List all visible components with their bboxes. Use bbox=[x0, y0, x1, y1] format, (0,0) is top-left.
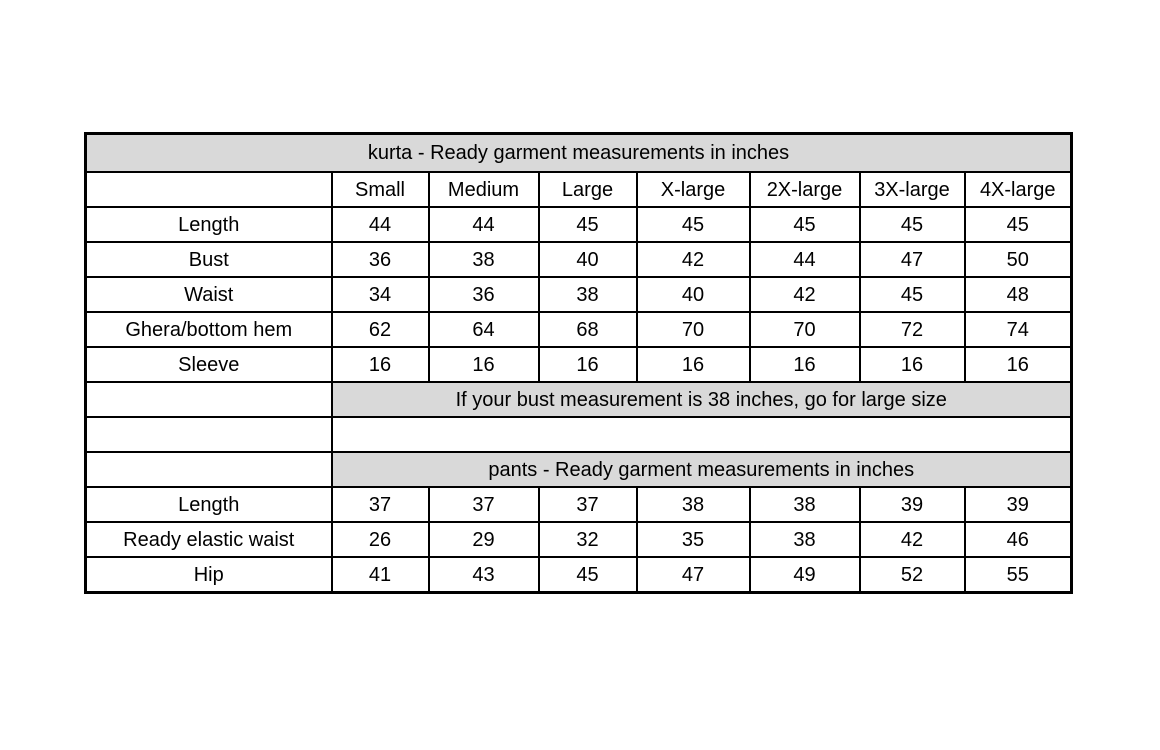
size-header-large: Large bbox=[537, 171, 638, 208]
bust-size-note: If your bust measurement is 38 inches, g… bbox=[330, 381, 1073, 418]
pants-title-row: pants - Ready garment measurements in in… bbox=[84, 451, 1073, 488]
measurement-cell: 47 bbox=[635, 556, 751, 594]
measurement-cell: 68 bbox=[537, 311, 638, 348]
measurement-cell: 44 bbox=[748, 241, 861, 278]
measurement-cell: 39 bbox=[858, 486, 966, 523]
measurement-cell: 38 bbox=[427, 241, 540, 278]
measurement-cell: 44 bbox=[427, 206, 540, 243]
measurement-cell: 45 bbox=[858, 206, 966, 243]
measurement-cell: 29 bbox=[427, 521, 540, 558]
table-row: Bust 36 38 40 42 44 47 50 bbox=[84, 241, 1073, 278]
row-label: Ready elastic waist bbox=[84, 521, 333, 558]
measurement-cell: 38 bbox=[537, 276, 638, 313]
table-row: Ghera/bottom hem 62 64 68 70 70 72 74 bbox=[84, 311, 1073, 348]
corner-empty-cell bbox=[84, 171, 333, 208]
measurement-cell: 47 bbox=[858, 241, 966, 278]
measurement-cell: 26 bbox=[330, 521, 430, 558]
measurement-cell: 70 bbox=[635, 311, 751, 348]
measurement-cell: 42 bbox=[635, 241, 751, 278]
measurement-cell: 45 bbox=[537, 556, 638, 594]
measurement-cell: 70 bbox=[748, 311, 861, 348]
spacer-row bbox=[84, 416, 1073, 453]
measurement-cell: 16 bbox=[635, 346, 751, 383]
row-label: Length bbox=[84, 206, 333, 243]
measurement-cell: 64 bbox=[427, 311, 540, 348]
size-chart-table: kurta - Ready garment measurements in in… bbox=[84, 132, 1073, 594]
measurement-cell: 37 bbox=[427, 486, 540, 523]
measurement-cell: 16 bbox=[748, 346, 861, 383]
measurement-cell: 42 bbox=[748, 276, 861, 313]
table-row: Sleeve 16 16 16 16 16 16 16 bbox=[84, 346, 1073, 383]
measurement-cell: 36 bbox=[330, 241, 430, 278]
measurement-cell: 16 bbox=[537, 346, 638, 383]
measurement-cell: 45 bbox=[537, 206, 638, 243]
kurta-section-title: kurta - Ready garment measurements in in… bbox=[84, 132, 1073, 173]
measurement-cell: 34 bbox=[330, 276, 430, 313]
measurement-cell: 40 bbox=[537, 241, 638, 278]
empty-cell bbox=[84, 451, 333, 488]
measurement-cell: 35 bbox=[635, 521, 751, 558]
table-row: Length 44 44 45 45 45 45 45 bbox=[84, 206, 1073, 243]
measurement-cell: 16 bbox=[963, 346, 1073, 383]
empty-cell bbox=[330, 416, 1073, 453]
measurement-cell: 37 bbox=[537, 486, 638, 523]
measurement-cell: 45 bbox=[635, 206, 751, 243]
measurement-cell: 43 bbox=[427, 556, 540, 594]
row-label: Ghera/bottom hem bbox=[84, 311, 333, 348]
measurement-cell: 16 bbox=[858, 346, 966, 383]
measurement-cell: 16 bbox=[427, 346, 540, 383]
table-row: Waist 34 36 38 40 42 45 48 bbox=[84, 276, 1073, 313]
measurement-cell: 52 bbox=[858, 556, 966, 594]
empty-cell bbox=[84, 381, 333, 418]
measurement-cell: 46 bbox=[963, 521, 1073, 558]
measurement-cell: 37 bbox=[330, 486, 430, 523]
measurement-cell: 45 bbox=[748, 206, 861, 243]
measurement-cell: 45 bbox=[858, 276, 966, 313]
measurement-cell: 16 bbox=[330, 346, 430, 383]
measurement-cell: 72 bbox=[858, 311, 966, 348]
measurement-cell: 39 bbox=[963, 486, 1073, 523]
empty-cell bbox=[84, 416, 333, 453]
size-header-medium: Medium bbox=[427, 171, 540, 208]
note-row: If your bust measurement is 38 inches, g… bbox=[84, 381, 1073, 418]
pants-section-title: pants - Ready garment measurements in in… bbox=[330, 451, 1073, 488]
measurement-cell: 42 bbox=[858, 521, 966, 558]
measurement-cell: 32 bbox=[537, 521, 638, 558]
size-header-row: Small Medium Large X-large 2X-large 3X-l… bbox=[84, 171, 1073, 208]
size-header-3x-large: 3X-large bbox=[858, 171, 966, 208]
measurement-cell: 50 bbox=[963, 241, 1073, 278]
measurement-cell: 36 bbox=[427, 276, 540, 313]
size-header-x-large: X-large bbox=[635, 171, 751, 208]
kurta-title-row: kurta - Ready garment measurements in in… bbox=[84, 132, 1073, 173]
measurement-cell: 49 bbox=[748, 556, 861, 594]
measurement-cell: 38 bbox=[748, 486, 861, 523]
size-header-4x-large: 4X-large bbox=[963, 171, 1073, 208]
measurement-cell: 38 bbox=[635, 486, 751, 523]
table-row: Length 37 37 37 38 38 39 39 bbox=[84, 486, 1073, 523]
row-label: Sleeve bbox=[84, 346, 333, 383]
measurement-cell: 38 bbox=[748, 521, 861, 558]
measurement-cell: 48 bbox=[963, 276, 1073, 313]
measurement-cell: 40 bbox=[635, 276, 751, 313]
measurement-cell: 44 bbox=[330, 206, 430, 243]
measurement-cell: 41 bbox=[330, 556, 430, 594]
row-label: Hip bbox=[84, 556, 333, 594]
measurement-cell: 74 bbox=[963, 311, 1073, 348]
row-label: Bust bbox=[84, 241, 333, 278]
size-header-small: Small bbox=[330, 171, 430, 208]
measurement-cell: 62 bbox=[330, 311, 430, 348]
table-row: Hip 41 43 45 47 49 52 55 bbox=[84, 556, 1073, 594]
measurement-cell: 45 bbox=[963, 206, 1073, 243]
size-header-2x-large: 2X-large bbox=[748, 171, 861, 208]
table-row: Ready elastic waist 26 29 32 35 38 42 46 bbox=[84, 521, 1073, 558]
row-label: Waist bbox=[84, 276, 333, 313]
row-label: Length bbox=[84, 486, 333, 523]
measurement-cell: 55 bbox=[963, 556, 1073, 594]
